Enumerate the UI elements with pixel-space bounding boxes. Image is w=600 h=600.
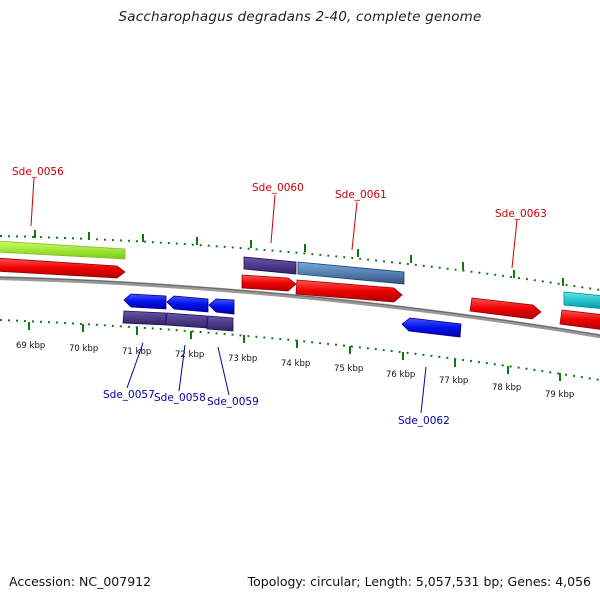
gene-arrow-sde-0062[interactable] xyxy=(401,317,462,338)
gene-arrow-sde-0056[interactable] xyxy=(0,257,126,279)
kbp-scale-labels: 69 kbp 70 kbp 71 kbp 72 kbp 73 kbp 74 kb… xyxy=(16,341,574,400)
reverse-major-ticks xyxy=(28,322,561,381)
gene-arrow-sde-0060[interactable] xyxy=(241,274,297,292)
genome-backbone-highlight xyxy=(0,276,600,336)
top-label-leaders xyxy=(30,177,518,269)
kbp-label-78: 78 kbp xyxy=(492,383,521,393)
kbp-label-72: 72 kbp xyxy=(175,350,204,360)
kbp-label-69: 69 kbp xyxy=(16,341,45,351)
gene-arrow-sde-0058[interactable] xyxy=(166,295,209,313)
gene-label-sde-0063: Sde_0063 xyxy=(495,208,547,220)
accession-text: Accession: NC_007912 xyxy=(9,574,152,589)
gene-label-sde-0059: Sde_0059 xyxy=(207,396,259,408)
kbp-label-74: 74 kbp xyxy=(281,359,310,369)
genome-backbone xyxy=(0,276,600,339)
gene-label-sde-0062: Sde_0062 xyxy=(398,415,450,427)
gene-arrow-sde-0057[interactable] xyxy=(123,293,167,310)
gene-label-sde-0060: Sde_0060 xyxy=(252,182,304,194)
forward-major-ticks xyxy=(34,230,564,286)
cog-bar-sde-0056[interactable] xyxy=(0,240,126,260)
cog-bar-sde-0060[interactable] xyxy=(243,256,297,275)
kbp-label-70: 70 kbp xyxy=(69,344,98,354)
gene-label-sde-0061: Sde_0061 xyxy=(335,189,387,201)
cog-bar-sde-0059[interactable] xyxy=(206,315,234,332)
bottom-label-leaders xyxy=(126,342,427,414)
cog-bar-sde-0063[interactable] xyxy=(563,291,600,309)
gene-arrow-sde-0061[interactable] xyxy=(295,279,403,303)
gene-arrow-sde-0059[interactable] xyxy=(208,298,235,315)
genome-title: Saccharophagus degradans 2-40, complete … xyxy=(118,9,482,25)
gene-label-sde-0058: Sde_0058 xyxy=(154,392,206,404)
kbp-label-79: 79 kbp xyxy=(545,390,574,400)
cog-bar-sde-0058[interactable] xyxy=(165,312,208,329)
bottom-gene-labels: Sde_0057 Sde_0058 Sde_0059 Sde_0062 xyxy=(103,389,450,427)
kbp-label-77: 77 kbp xyxy=(439,376,468,386)
kbp-label-75: 75 kbp xyxy=(334,364,363,374)
genome-stats-text: Topology: circular; Length: 5,057,531 bp… xyxy=(247,574,591,589)
gene-label-sde-0057: Sde_0057 xyxy=(103,389,155,401)
gene-arrow-sde-0064[interactable] xyxy=(559,309,600,330)
cog-bar-sde-0061[interactable] xyxy=(297,261,405,285)
kbp-label-71: 71 kbp xyxy=(122,347,151,357)
top-gene-labels: Sde_0056 Sde_0060 Sde_0061 Sde_0063 xyxy=(12,166,547,220)
gene-arrow-sde-0063[interactable] xyxy=(469,297,542,320)
kbp-label-76: 76 kbp xyxy=(386,370,415,380)
kbp-label-73: 73 kbp xyxy=(228,354,257,364)
cog-bar-sde-0057[interactable] xyxy=(122,310,167,326)
gene-label-sde-0056: Sde_0056 xyxy=(12,166,64,178)
